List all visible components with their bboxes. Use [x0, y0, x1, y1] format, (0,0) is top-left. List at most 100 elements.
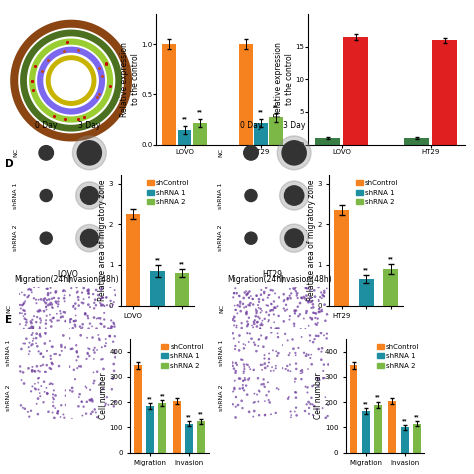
Point [260, 290, 268, 297]
Point [256, 325, 264, 332]
Point [90, 369, 97, 376]
Point [111, 398, 119, 406]
Point [239, 300, 246, 308]
Point [27, 319, 35, 327]
Point [99, 385, 107, 392]
Point [266, 399, 273, 406]
Point [233, 361, 241, 369]
Legend: shControl, shRNA 1, shRNA 2: shControl, shRNA 1, shRNA 2 [354, 179, 400, 207]
Circle shape [40, 232, 52, 244]
Point [317, 308, 325, 315]
Point [292, 365, 300, 373]
Point [230, 315, 237, 322]
Point [49, 394, 57, 401]
Point [237, 356, 245, 364]
Text: **: ** [147, 396, 153, 401]
Circle shape [81, 229, 98, 247]
Point [258, 321, 266, 328]
Point [261, 411, 269, 419]
Point [292, 283, 299, 291]
Point [102, 335, 109, 343]
Point [249, 295, 256, 303]
Circle shape [81, 187, 98, 204]
Point [99, 301, 107, 309]
Text: shRNA 1: shRNA 1 [218, 182, 223, 209]
Point [249, 301, 257, 308]
Point [55, 301, 62, 308]
Point [315, 297, 323, 305]
Point [90, 355, 98, 363]
Point [256, 388, 264, 395]
Point [257, 321, 264, 329]
Point [29, 325, 37, 332]
Point [231, 385, 238, 393]
Point [235, 338, 243, 346]
Point [107, 325, 114, 332]
Point [106, 332, 114, 340]
Point [32, 296, 40, 303]
Point [304, 389, 311, 396]
Point [260, 380, 267, 388]
Point [53, 299, 60, 307]
Point [264, 379, 272, 386]
Bar [173, 401, 181, 453]
Point [75, 363, 83, 370]
Point [82, 310, 89, 318]
Point [76, 323, 84, 330]
Text: **: ** [186, 414, 191, 419]
Point [265, 316, 273, 324]
Point [48, 295, 56, 302]
Point [253, 292, 260, 300]
Point [270, 319, 278, 326]
Point [232, 306, 239, 314]
Point [41, 295, 49, 302]
Point [285, 351, 292, 359]
Point [273, 384, 281, 392]
Point [90, 314, 98, 321]
Point [257, 332, 265, 339]
Point [49, 402, 57, 410]
Point [303, 401, 310, 408]
Point [21, 307, 28, 315]
Point [76, 391, 83, 398]
Point [30, 283, 38, 291]
Point [30, 312, 38, 320]
Point [29, 337, 36, 345]
Point [79, 299, 87, 307]
Point [293, 290, 301, 297]
Point [35, 308, 43, 315]
Point [82, 310, 89, 317]
Point [243, 322, 251, 330]
Point [246, 330, 254, 337]
Point [274, 333, 282, 341]
Point [100, 294, 107, 301]
Point [284, 295, 292, 302]
Point [51, 414, 58, 422]
Point [80, 403, 87, 410]
Point [69, 388, 76, 395]
Text: **: ** [402, 418, 407, 423]
Point [34, 395, 42, 402]
Point [28, 331, 36, 338]
Point [284, 337, 292, 344]
Point [100, 309, 108, 317]
Point [69, 303, 77, 311]
Point [53, 310, 61, 318]
Point [85, 352, 93, 360]
Point [36, 330, 44, 337]
Point [21, 291, 28, 299]
Point [17, 305, 25, 312]
Point [246, 363, 253, 371]
Bar [178, 129, 191, 145]
Point [296, 310, 304, 318]
Point [25, 286, 32, 293]
Point [291, 285, 298, 293]
Point [98, 320, 105, 328]
Point [239, 356, 246, 364]
Point [59, 287, 67, 295]
Point [20, 299, 28, 307]
Point [253, 391, 261, 398]
Point [231, 317, 238, 325]
Point [274, 329, 282, 337]
Point [319, 345, 326, 352]
